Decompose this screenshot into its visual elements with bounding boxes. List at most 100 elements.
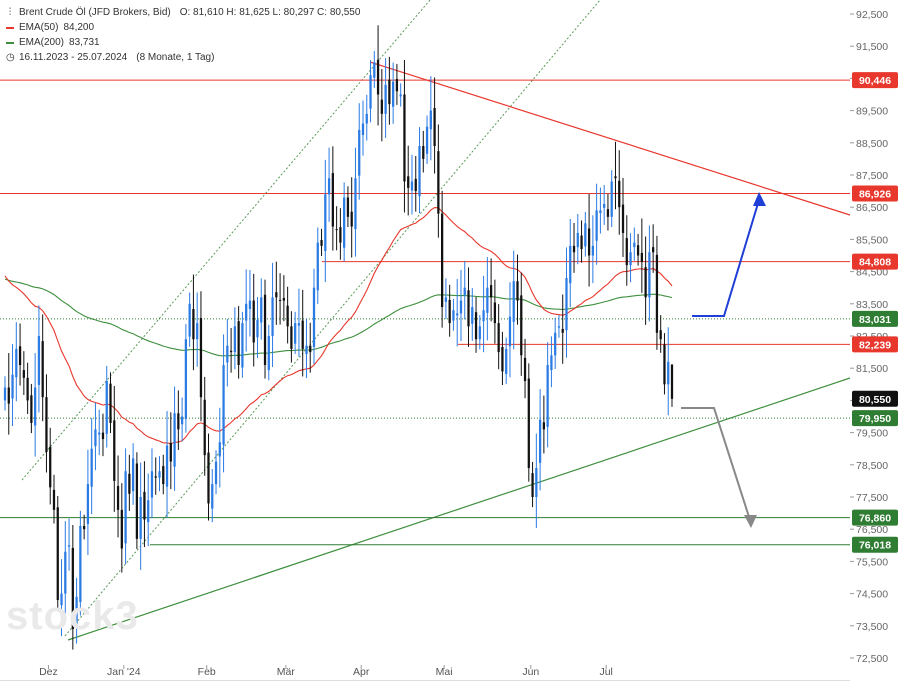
candle-body	[37, 336, 41, 385]
candle-body	[595, 210, 598, 241]
candle-body	[7, 387, 10, 404]
candle-body	[478, 326, 481, 340]
x-tick-label: Dez	[39, 666, 58, 678]
candle-body	[636, 245, 640, 256]
candle-body	[335, 229, 338, 231]
ema200-line	[4, 278, 673, 357]
candle-body	[3, 387, 7, 401]
y-tick-label: 81,500	[856, 363, 888, 375]
level-badge	[852, 509, 898, 526]
candle-body	[297, 323, 301, 326]
x-tick-label: Apr	[353, 666, 370, 678]
candle-body	[192, 308, 195, 340]
legend-ema50[interactable]: EMA(50) 84,200	[6, 20, 360, 35]
level-badge	[852, 253, 898, 270]
candle-body	[520, 295, 523, 356]
legend-ema200[interactable]: EMA(200) 83,731	[6, 35, 360, 50]
candle-body	[591, 245, 594, 256]
candle-body	[655, 254, 659, 333]
candle-body	[131, 458, 135, 492]
candle-body	[440, 213, 444, 308]
candle-body	[165, 445, 169, 487]
candle-body	[290, 326, 293, 349]
candle-body	[275, 292, 278, 298]
candle-body	[569, 245, 572, 284]
last-price-badge	[852, 390, 898, 407]
candle-body	[316, 242, 319, 291]
level-badge-label: 76,018	[859, 540, 891, 552]
candle-body	[414, 178, 417, 192]
candle-body	[331, 173, 334, 227]
candle-body	[542, 422, 546, 430]
candle-body	[429, 110, 432, 130]
candle-body	[587, 228, 591, 256]
candle-body	[437, 151, 440, 214]
candle-body	[633, 242, 636, 248]
candle-body	[572, 245, 576, 253]
last-price-label: 80,550	[859, 394, 891, 406]
candle-body	[143, 491, 146, 520]
candle-body	[395, 79, 399, 92]
y-tick-label: 83,500	[856, 299, 888, 311]
candle-body	[640, 252, 643, 262]
candle-body	[71, 547, 74, 630]
candle-body	[486, 287, 489, 313]
candle-body	[471, 307, 474, 324]
candle-body	[508, 316, 512, 347]
candle-body	[15, 348, 18, 378]
candle-body	[621, 204, 625, 233]
x-tick-label: Mai	[436, 666, 453, 678]
candle-body	[49, 446, 52, 488]
candle-body	[256, 319, 259, 338]
candle-body	[98, 432, 101, 435]
candle-body	[648, 252, 651, 298]
candle-body	[286, 305, 289, 327]
candle-body	[339, 227, 342, 243]
candle-body	[222, 364, 225, 445]
x-tick-label: Feb	[198, 666, 216, 678]
candle-body	[11, 374, 14, 399]
candle-body	[501, 346, 504, 372]
candle-body	[252, 300, 255, 343]
candlestick-icon: ⫶	[8, 7, 12, 18]
y-tick-label: 78,500	[856, 460, 888, 472]
ohlc-values: O: 81,610 H: 81,625 L: 80,297 C: 80,550	[179, 7, 361, 18]
candle-body	[410, 181, 414, 191]
watermark-logo: stock3	[6, 594, 139, 638]
candle-body	[373, 62, 376, 78]
candle-body	[67, 545, 71, 547]
candle-body	[320, 240, 323, 246]
y-tick-label: 73,500	[856, 621, 888, 633]
y-tick-label: 76,500	[856, 524, 888, 536]
candle-body	[94, 429, 97, 447]
trend-channel-upper	[21, 0, 431, 481]
candle-body	[324, 194, 327, 251]
candle-body	[422, 146, 425, 159]
candle-body	[603, 203, 606, 208]
candle-body	[618, 180, 621, 208]
candle-body	[263, 294, 267, 365]
candle-body	[305, 345, 308, 355]
candle-body	[625, 238, 628, 266]
candle-body	[384, 84, 387, 114]
candle-body	[667, 361, 670, 385]
candle-body	[527, 378, 530, 469]
y-tick-label: 75,500	[856, 556, 888, 568]
y-tick-label: 79,500	[856, 428, 888, 440]
candle-body	[546, 364, 549, 427]
candle-body	[229, 350, 233, 353]
candle-body	[22, 370, 25, 378]
candle-body	[456, 313, 459, 316]
candle-body	[158, 471, 161, 478]
candle-body	[226, 345, 229, 363]
candle-body	[463, 287, 466, 296]
y-tick-label: 77,500	[856, 492, 888, 504]
candle-body	[610, 181, 613, 217]
candle-body	[162, 466, 165, 485]
ema50-label: EMA(50)	[19, 22, 59, 33]
candle-body	[90, 448, 93, 487]
ema50-value: 84,200	[63, 22, 95, 33]
candle-body	[309, 345, 312, 353]
